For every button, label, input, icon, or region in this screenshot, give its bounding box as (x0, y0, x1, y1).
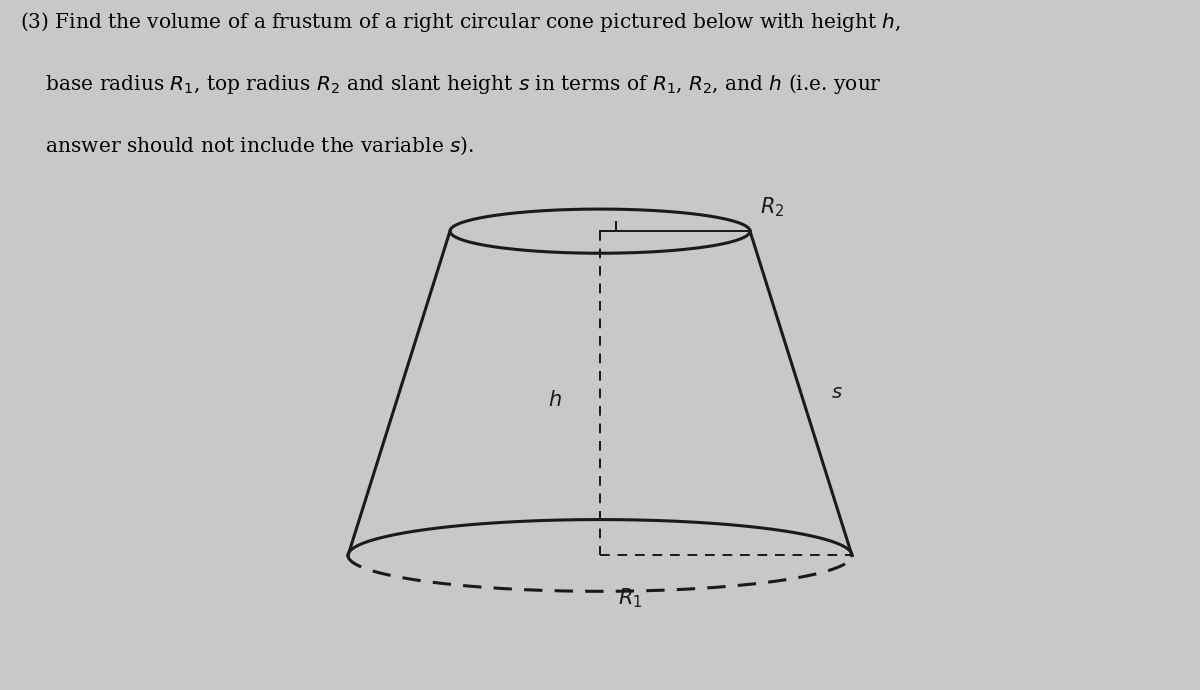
Text: $h$: $h$ (547, 391, 562, 410)
Text: $s$: $s$ (830, 384, 842, 402)
Text: answer should not include the variable $s$).: answer should not include the variable $… (20, 135, 474, 157)
Text: base radius $R_1$, top radius $R_2$ and slant height $s$ in terms of $R_1$, $R_2: base radius $R_1$, top radius $R_2$ and … (20, 72, 882, 97)
Text: $R_1$: $R_1$ (618, 586, 642, 610)
Text: $R_2$: $R_2$ (760, 195, 784, 219)
Text: (3) Find the volume of a frustum of a right circular cone pictured below with he: (3) Find the volume of a frustum of a ri… (20, 10, 901, 34)
